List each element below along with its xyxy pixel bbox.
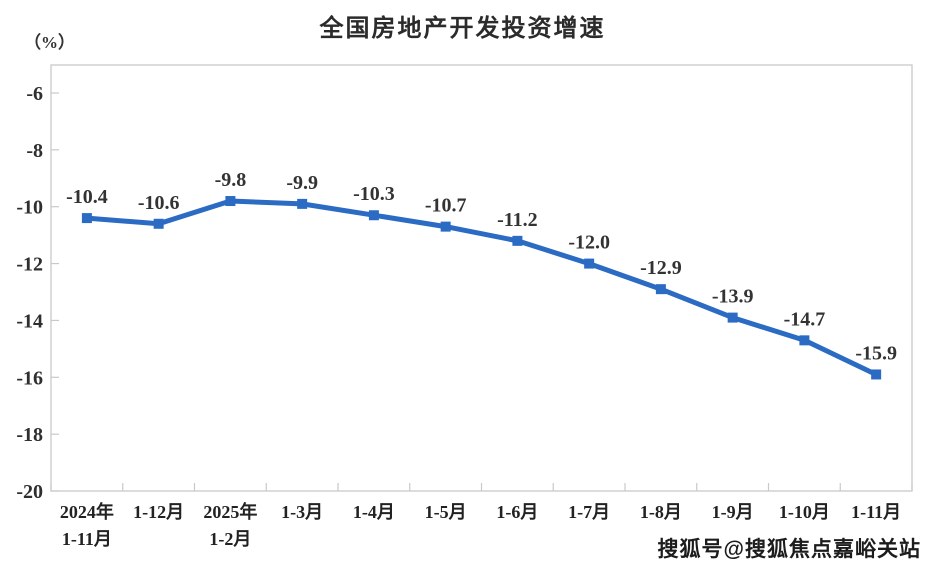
data-point-label: -15.9 [855,342,897,364]
data-point-marker [368,210,379,221]
data-point-marker [655,284,666,295]
data-point-marker [297,198,308,209]
data-point-label: -10.6 [138,192,180,214]
y-tick-label: -10 [16,197,43,219]
y-tick-label: -6 [26,83,43,105]
watermark: 搜狐号@搜狐焦点嘉峪关站 [657,538,921,561]
x-tick-label: 1-3月 [281,502,323,522]
data-point-marker [440,221,451,232]
x-tick-label: 2024年 1-11月 [60,501,114,549]
x-tick-label: 2025年 1-2月 [203,501,257,549]
data-point-marker [225,196,236,207]
y-tick-label: -16 [16,367,43,389]
data-point-label: -11.2 [497,209,538,231]
x-tick-label: 1-6月 [496,502,538,522]
x-tick-label: 1-9月 [712,502,754,522]
y-tick-label: -12 [16,254,43,276]
data-point-marker [799,335,810,346]
data-point-marker [871,369,882,380]
y-axis-unit-label: （%） [24,33,75,52]
data-point-marker [727,312,738,323]
data-point-label: -13.9 [712,286,754,308]
data-point-label: -10.4 [66,186,108,208]
data-point-label: -12.0 [568,232,610,254]
data-point-label: -9.9 [286,172,318,194]
data-point-label: -10.3 [353,183,395,205]
y-tick-label: -18 [16,424,43,446]
x-tick-label: 1-5月 [425,502,467,522]
y-tick-label: -20 [16,481,43,503]
y-tick-label: -8 [26,140,43,162]
data-point-label: -10.7 [425,195,467,217]
x-tick-label: 1-12月 [133,502,184,522]
y-tick-label: -14 [16,310,43,332]
data-point-marker [584,258,595,269]
x-tick-label: 1-10月 [779,502,830,522]
x-tick-label: 1-7月 [568,502,610,522]
data-point-label: -12.9 [640,257,682,279]
data-point-marker [512,235,523,246]
x-tick-label: 1-4月 [353,502,395,522]
data-point-label: -14.7 [784,308,826,330]
data-point-label: -9.8 [215,169,247,191]
chart-title: 全国房地产开发投资增速 [319,15,606,42]
x-tick-label: 1-11月 [851,502,901,522]
plot-border [50,64,913,492]
data-point-marker [81,213,92,224]
x-tick-label: 1-8月 [640,502,682,522]
data-series-line [84,198,879,377]
data-point-marker [153,218,164,229]
